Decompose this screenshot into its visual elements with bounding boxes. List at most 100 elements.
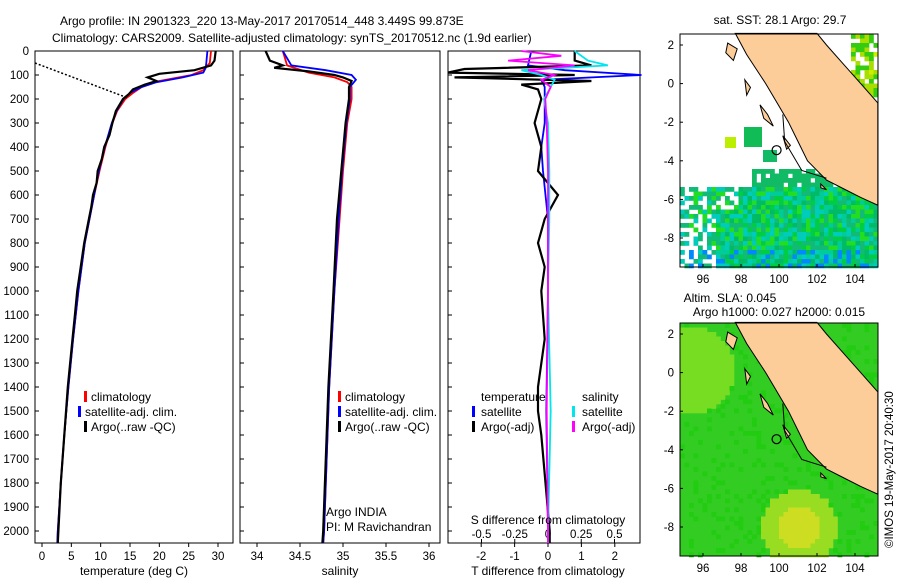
map-cell (873, 359, 879, 364)
map-cell (797, 548, 802, 553)
map-cell (792, 232, 798, 237)
map-cell (689, 223, 694, 228)
map-cell (720, 236, 726, 242)
map-cell (725, 489, 730, 495)
map-cell (828, 182, 834, 188)
map-cell (819, 196, 825, 201)
map-cell (806, 525, 811, 531)
map-cell (680, 395, 685, 400)
salinity-xlabel: salinity (322, 564, 359, 578)
map-cell (797, 525, 802, 531)
map-cell (873, 205, 879, 210)
map-cell (716, 395, 721, 400)
map-cell (860, 525, 865, 531)
map-cell (824, 503, 829, 508)
map-cell (801, 507, 807, 513)
map-cell (842, 480, 847, 486)
map-cell (689, 377, 694, 382)
map-cell (729, 218, 735, 224)
legend-label: climatology (345, 390, 405, 404)
map-cell (819, 227, 825, 233)
map-cell (716, 480, 721, 486)
map-cell (797, 227, 802, 233)
map-cell (869, 205, 874, 210)
map-cell (828, 214, 834, 219)
map-cell (693, 345, 699, 351)
map-cell (684, 209, 690, 215)
map-cell (711, 250, 717, 255)
map-cell (716, 494, 721, 499)
map-cell (779, 521, 784, 526)
map-cell (774, 507, 780, 513)
map-cell (734, 209, 739, 215)
map-cell (774, 512, 780, 517)
map-cell (819, 200, 825, 206)
map-cell (725, 372, 730, 378)
map-cell (765, 214, 771, 219)
map-cell (752, 417, 757, 423)
y-tick-label: 1300 (3, 358, 29, 370)
map-cell (792, 173, 798, 179)
map-cell (770, 187, 775, 192)
map-cell (860, 236, 865, 242)
map-cell (743, 259, 748, 264)
map-cell (810, 250, 816, 255)
map-cell (819, 236, 825, 242)
map-cell (729, 250, 735, 255)
map-cell (779, 539, 784, 544)
map-cell (833, 263, 838, 269)
map-cell (756, 263, 762, 269)
map-cell (689, 254, 694, 260)
land-island (820, 471, 827, 480)
map-cell (738, 250, 744, 255)
map-cell (698, 368, 703, 373)
map-cell (720, 480, 726, 486)
y-tick-label: 1800 (3, 478, 29, 490)
map-cell (855, 232, 861, 237)
map-cell (743, 205, 748, 210)
map-cell (801, 498, 807, 504)
map-cell (851, 56, 856, 62)
map-cell (864, 345, 870, 351)
map-cell (828, 525, 834, 531)
map-cell (743, 227, 748, 233)
lat-tick-label: 2 (668, 40, 674, 52)
map-cell (761, 444, 766, 450)
map-cell (761, 182, 766, 188)
map-cell (797, 503, 802, 508)
map-cell (756, 250, 762, 255)
land-sumatra (734, 321, 879, 495)
map-cell (801, 218, 807, 224)
x-tick-label: 0 (39, 551, 45, 563)
map-cell (716, 363, 721, 369)
map-cell (720, 341, 726, 346)
map-cell (797, 191, 802, 197)
map-cell (783, 422, 789, 427)
map-cell (702, 209, 708, 215)
map-cell (815, 471, 820, 477)
map-cell (833, 223, 838, 228)
map-cell (680, 345, 685, 351)
map-cell (725, 214, 730, 219)
map-cell (702, 345, 708, 351)
map-cell (860, 250, 865, 255)
map-cell (716, 232, 721, 237)
map-cell (729, 381, 735, 387)
map-cell (698, 336, 703, 342)
map-cell (684, 345, 690, 351)
map-cell (743, 200, 748, 206)
map-cell (828, 250, 834, 255)
map-cell (810, 205, 816, 210)
map-cell (774, 250, 780, 255)
map-cell (824, 263, 829, 269)
map-cell (756, 191, 762, 197)
map-cell (783, 259, 789, 264)
map-cell (716, 259, 721, 264)
map-cell (797, 494, 802, 499)
map-cell (869, 56, 874, 62)
map-cell (761, 227, 766, 233)
map-cell (833, 534, 838, 540)
map-cell (779, 462, 784, 468)
map-cell (734, 521, 739, 526)
map-cell (828, 516, 834, 522)
